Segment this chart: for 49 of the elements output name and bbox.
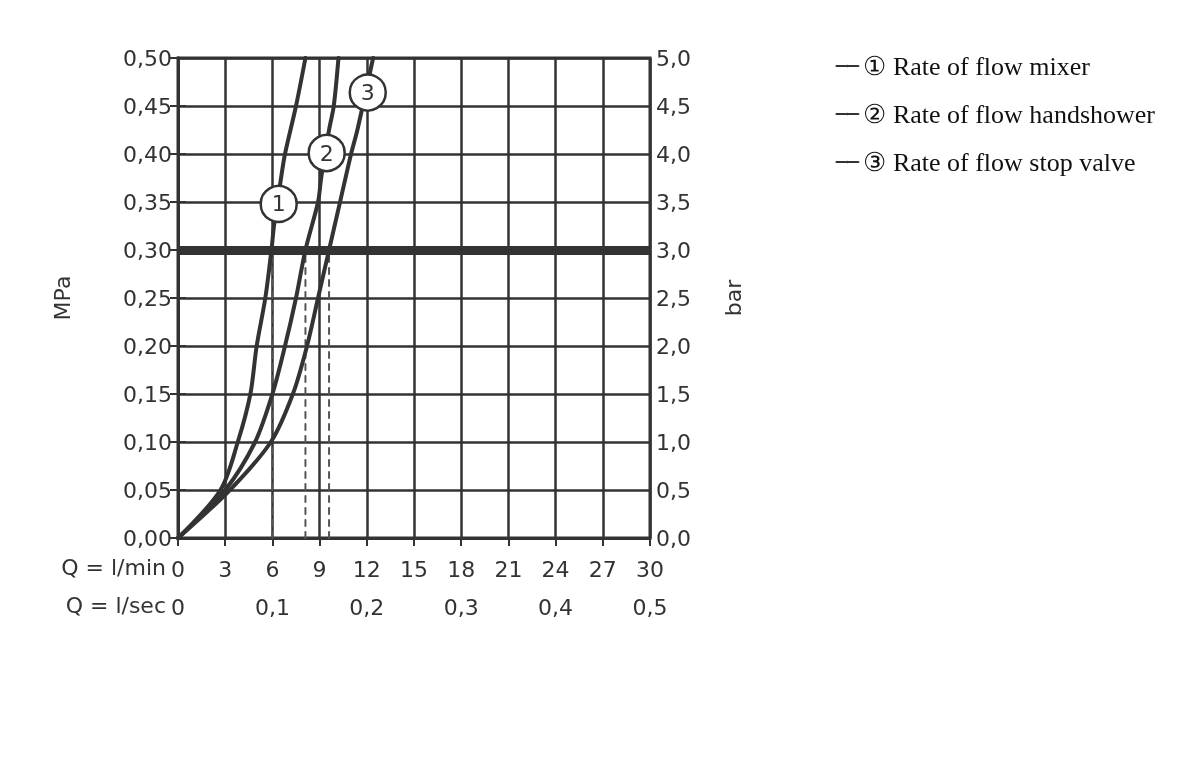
x2-tick-label: 0,3 xyxy=(443,594,479,620)
x-tick-label: 9 xyxy=(312,556,327,582)
y2-tick-label: 0,5 xyxy=(656,477,691,503)
y2-tick-label: 1,0 xyxy=(656,429,691,455)
x2-tick-label: 0,5 xyxy=(632,594,668,620)
x-tick-label: 15 xyxy=(400,556,428,582)
y2-tick-label: 0,0 xyxy=(656,525,691,551)
annotation: 1 xyxy=(271,191,286,217)
y2-tick-label: 4,0 xyxy=(656,141,691,167)
annotation: 2 xyxy=(319,140,334,166)
y2-tick-label: 4,5 xyxy=(656,93,691,119)
legend-label: ② Rate of flow handshower xyxy=(863,99,1156,129)
x2-tick-label: 0,1 xyxy=(254,594,290,620)
y-tick-label: 0,10 xyxy=(123,429,172,455)
y2-tick-label: 5,0 xyxy=(656,45,691,71)
y2-tick-label: 1,5 xyxy=(656,381,691,407)
y-tick-label: 0,35 xyxy=(123,189,172,215)
y-tick-label: 0,30 xyxy=(123,237,172,263)
x2-tick-label: 0,4 xyxy=(538,594,574,620)
y-tick-label: 0,15 xyxy=(123,381,172,407)
legend-label: ③ Rate of flow stop valve xyxy=(863,147,1136,177)
y-tick-label: 0,00 xyxy=(123,525,172,551)
y2-tick-label: 2,0 xyxy=(656,333,691,359)
y-tick-label: 0,25 xyxy=(123,285,172,311)
y-tick-label: 0,50 xyxy=(123,45,172,71)
y-tick-label: 0,20 xyxy=(123,333,172,359)
x2-tick-label: 0 xyxy=(171,594,185,620)
y2-axis-title: bar xyxy=(720,278,746,317)
annotation: 3 xyxy=(360,80,375,106)
x2-tick-label: 0,2 xyxy=(349,594,385,620)
x-axis-title: Q = l/min xyxy=(61,554,166,580)
y-axis-title: MPa xyxy=(49,275,75,321)
y2-tick-label: 2,5 xyxy=(656,285,691,311)
x-tick-label: 30 xyxy=(636,556,664,582)
x-tick-label: 0 xyxy=(171,556,185,582)
x-tick-label: 24 xyxy=(541,556,570,582)
y-tick-label: 0,45 xyxy=(123,93,172,119)
x-tick-label: 12 xyxy=(352,556,381,582)
x-tick-label: 27 xyxy=(588,556,617,582)
y-tick-label: 0,40 xyxy=(123,141,172,167)
y2-tick-label: 3,0 xyxy=(656,237,691,263)
x-tick-label: 3 xyxy=(218,556,233,582)
x2-axis-title: Q = l/sec xyxy=(65,592,167,618)
y-tick-label: 0,05 xyxy=(123,477,172,503)
x-tick-label: 18 xyxy=(447,556,476,582)
x-tick-label: 6 xyxy=(265,556,280,582)
y2-tick-label: 3,5 xyxy=(656,189,691,215)
x-tick-label: 21 xyxy=(494,556,523,582)
legend-label: ① Rate of flow mixer xyxy=(863,51,1091,81)
